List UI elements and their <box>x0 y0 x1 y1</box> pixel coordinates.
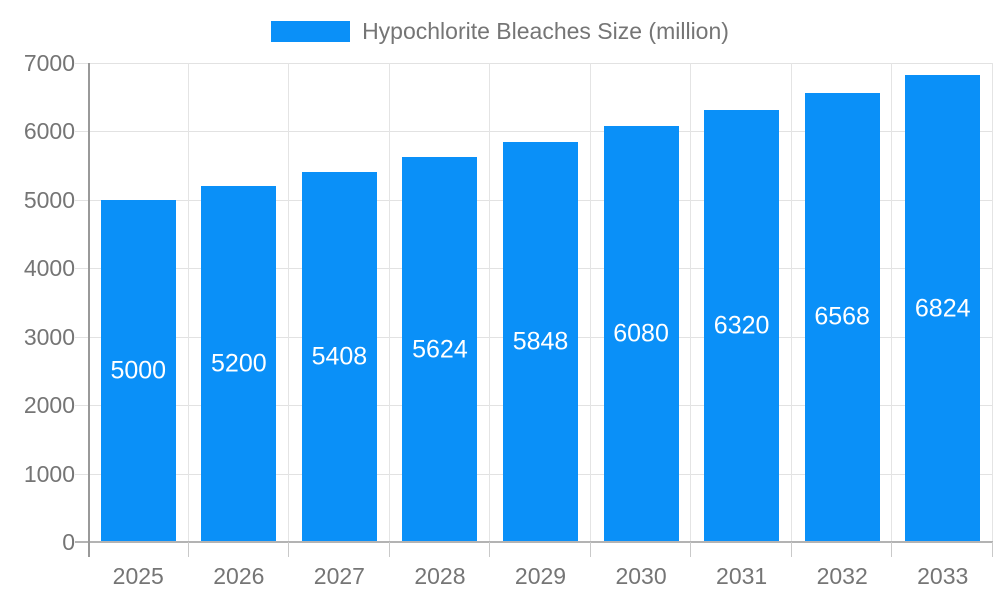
x-axis-tick <box>891 542 893 557</box>
x-tick-label: 2026 <box>213 563 265 589</box>
gridline <box>891 63 893 542</box>
x-axis-tick <box>489 542 491 557</box>
legend-swatch <box>271 21 351 42</box>
bar[interactable]: 6080 <box>603 125 679 542</box>
x-axis-tick <box>187 542 189 557</box>
x-tick-label: 2029 <box>514 563 567 589</box>
bar-value-label: 5624 <box>412 335 468 364</box>
x-tick-label: 2031 <box>716 563 768 589</box>
bar-value-label: 6824 <box>914 294 971 323</box>
y-tick-label: 3000 <box>23 323 75 350</box>
y-tick-label: 6000 <box>23 118 75 145</box>
y-tick-label: 7000 <box>23 50 75 76</box>
y-tick-label: 2000 <box>23 392 75 419</box>
bar-value-label: 6080 <box>613 319 669 348</box>
bar-value-label: 6568 <box>814 302 870 331</box>
bar[interactable]: 5624 <box>402 157 478 542</box>
gridline <box>388 63 390 542</box>
bar-value-label: 5200 <box>211 349 267 378</box>
x-tick-label: 2030 <box>615 563 667 589</box>
gridline <box>75 131 993 133</box>
x-tick-label: 2028 <box>414 563 466 589</box>
x-tick-label: 2025 <box>112 563 164 589</box>
x-axis-tick <box>790 542 792 557</box>
gridline <box>489 63 491 542</box>
x-tick-label: 2033 <box>917 563 969 589</box>
x-tick-label: 2027 <box>313 563 365 589</box>
bar-value-label: 5408 <box>311 342 368 371</box>
gridline <box>187 63 189 542</box>
legend-label: Hypochlorite Bleaches Size (million) <box>362 18 729 44</box>
bar[interactable]: 6320 <box>704 109 780 542</box>
bar[interactable]: 6824 <box>905 75 981 542</box>
y-axis-line <box>88 63 90 557</box>
x-axis-tick <box>992 542 993 557</box>
x-axis-baseline <box>75 541 993 543</box>
gridline <box>288 63 290 542</box>
bar[interactable]: 5408 <box>301 171 377 542</box>
x-tick-label: 2032 <box>816 563 868 589</box>
gridline <box>75 63 993 64</box>
bar-value-label: 5848 <box>512 327 569 356</box>
gridline <box>992 63 993 542</box>
y-tick-label: 4000 <box>23 255 75 282</box>
y-tick-label: 5000 <box>23 186 75 213</box>
x-axis-tick <box>589 542 591 557</box>
gridline <box>790 63 792 542</box>
x-axis-tick <box>690 542 692 557</box>
bar[interactable]: 5200 <box>201 186 277 542</box>
x-axis-tick <box>288 542 290 557</box>
gridline <box>690 63 692 542</box>
y-tick-label: 0 <box>62 529 75 555</box>
bar-value-label: 6320 <box>713 311 770 340</box>
bar[interactable]: 5848 <box>503 141 578 542</box>
y-tick-label: 1000 <box>23 460 75 487</box>
plot-area: 5000 5200 5408 5624 5848 6080 6320 6568 6824 <box>75 63 993 557</box>
x-axis-tick <box>388 542 390 557</box>
legend[interactable]: Hypochlorite Bleaches Size (million) <box>0 18 1000 45</box>
bar[interactable]: 5000 <box>100 199 176 542</box>
bar-value-label: 5000 <box>110 356 167 385</box>
gridline <box>589 63 591 542</box>
bar[interactable]: 6568 <box>804 92 880 542</box>
